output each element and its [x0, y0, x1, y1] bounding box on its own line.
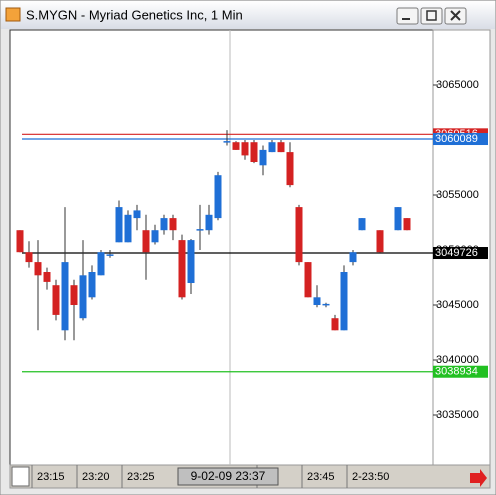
candle-body	[259, 149, 267, 166]
candle-body	[340, 272, 348, 331]
plot-area	[9, 29, 434, 466]
candle-body	[97, 252, 105, 276]
cursor-label-box	[177, 467, 279, 486]
y-tick-label: 3045000	[436, 299, 479, 311]
candle-body	[295, 207, 303, 263]
candle-body	[241, 142, 249, 156]
close-icon	[450, 10, 461, 21]
candle-body	[403, 218, 411, 231]
candle-body	[88, 272, 96, 298]
level-label-box	[433, 133, 488, 146]
x-tick-label: 23:45	[307, 471, 335, 483]
axis-corner-box	[11, 466, 30, 487]
y-tick-label: 3055000	[436, 189, 479, 201]
candle-body	[376, 230, 384, 253]
candle-body	[358, 218, 366, 231]
candle-body	[268, 142, 276, 153]
window-icon[interactable]	[5, 7, 21, 22]
candle-body	[286, 152, 294, 186]
candle-body	[196, 229, 204, 231]
level-label: 3038934	[435, 366, 478, 378]
candle-body	[232, 142, 240, 150]
candle-body	[187, 240, 195, 284]
candle-body	[34, 262, 42, 276]
candle-body	[223, 141, 231, 143]
candle-body	[160, 218, 168, 231]
y-tick-label: 3040000	[436, 354, 479, 366]
candle-body	[106, 254, 114, 256]
candle-body	[331, 318, 339, 331]
level-label-box	[433, 247, 488, 260]
candle-body	[16, 230, 24, 253]
candle-body	[61, 262, 69, 331]
cursor-label: 9-02-09 23:37	[191, 469, 266, 483]
window-buttons	[396, 7, 467, 25]
candle-body	[79, 275, 87, 319]
candle-body	[142, 230, 150, 253]
candle-body	[124, 214, 132, 243]
candle-body	[214, 175, 222, 219]
candle-body	[304, 262, 312, 298]
candle-body	[205, 214, 213, 231]
candle-body	[394, 207, 402, 231]
candle-body	[277, 142, 285, 153]
maximize-icon	[426, 10, 437, 21]
level-label: 3060089	[435, 133, 478, 145]
level-label: 3049726	[435, 247, 478, 259]
x-tick-label: 23:25	[127, 471, 155, 483]
scroll-arrow[interactable]	[470, 469, 487, 487]
candle-body	[349, 252, 357, 263]
candle-body	[322, 303, 330, 306]
candle-body	[52, 285, 60, 315]
window-title: S.MYGN - Myriad Genetics Inc, 1 Min	[26, 7, 243, 22]
minimize-button[interactable]	[396, 7, 419, 25]
y-tick-label: 3035000	[436, 409, 479, 421]
candle-body	[70, 285, 78, 306]
candle-body	[178, 240, 186, 298]
candle-body	[151, 230, 159, 243]
candle-body	[169, 218, 177, 231]
x-tick-label: 23:15	[37, 471, 65, 483]
y-tick-label: 3065000	[436, 79, 479, 91]
x-tick-label: 2-23:50	[352, 471, 389, 483]
x-tick-label: 23:20	[82, 471, 110, 483]
candle-body	[25, 252, 33, 263]
candle-body	[43, 272, 51, 282]
level-label-box	[433, 365, 488, 378]
candle-body	[115, 207, 123, 243]
candle-body	[313, 297, 321, 306]
candle-body	[133, 210, 141, 219]
candle-body	[250, 142, 258, 163]
